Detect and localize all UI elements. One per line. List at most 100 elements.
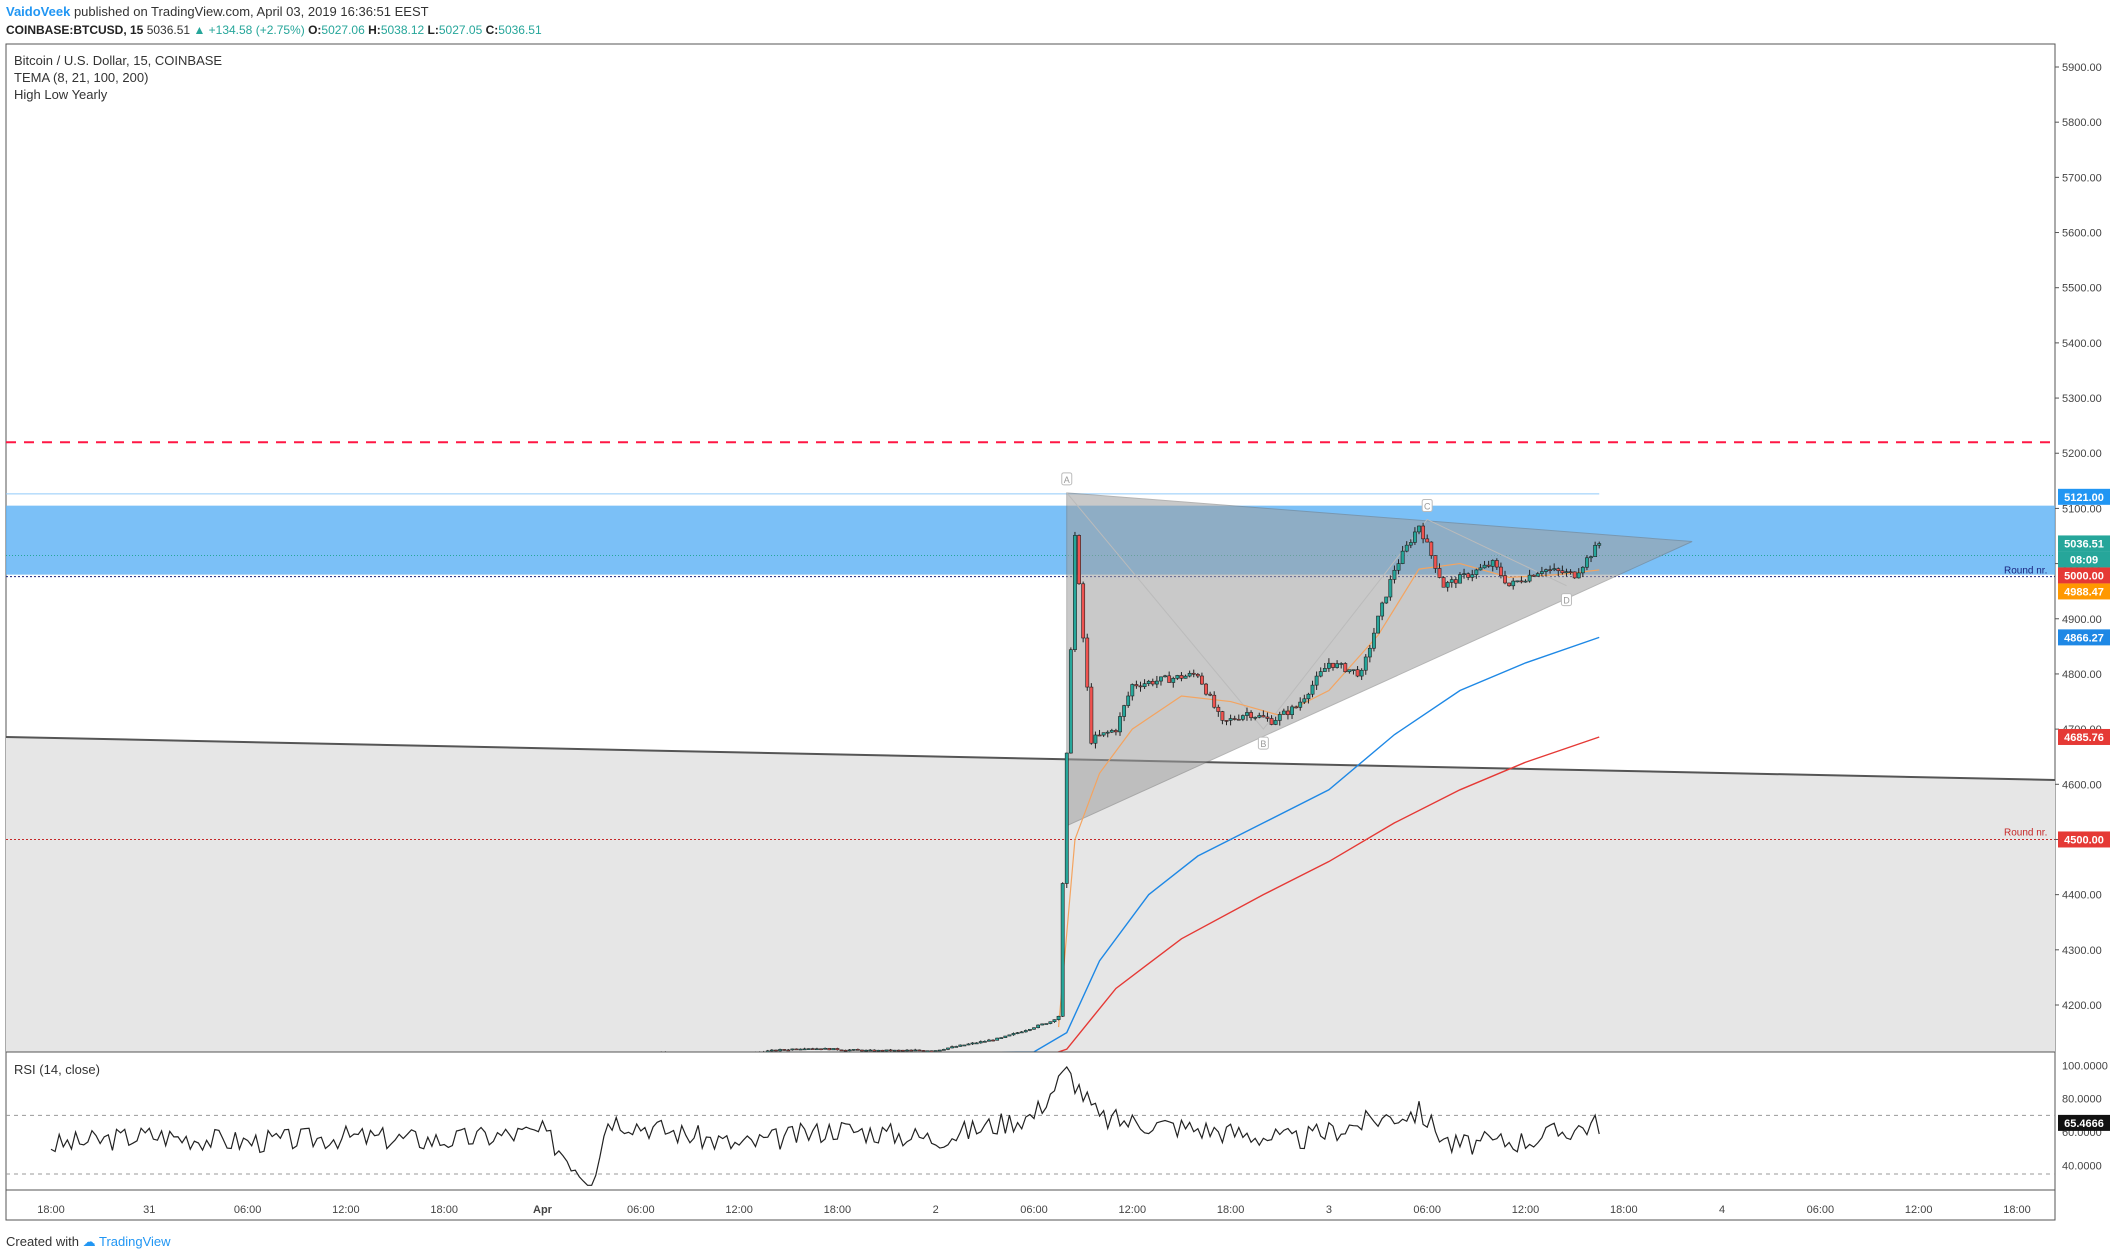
- series-line-tema-200: [1056, 736, 1600, 1052]
- high-label: H:: [368, 23, 381, 37]
- candle: [549, 1054, 552, 1056]
- candle: [790, 1048, 795, 1051]
- candle-body: [1187, 672, 1192, 677]
- candle-body: [651, 1053, 654, 1054]
- candle-body: [937, 1049, 942, 1052]
- candle-body: [672, 1053, 675, 1054]
- rsi-current-badge: 65.4666: [2058, 1114, 2110, 1131]
- candle-body: [1109, 730, 1114, 733]
- candle-body: [1064, 752, 1069, 884]
- candle-body: [656, 1053, 659, 1054]
- candle-body: [647, 1054, 650, 1055]
- candle-body: [995, 1037, 1000, 1041]
- candle: [1474, 568, 1479, 579]
- candle-body: [1478, 567, 1483, 571]
- chart-legend: Bitcoin / U.S. Dollar, 15, COINBASE TEMA…: [14, 52, 222, 103]
- candle: [1527, 569, 1532, 583]
- price-tick-label: 5400.00: [2062, 338, 2102, 350]
- candle: [872, 1049, 877, 1052]
- candle: [1273, 716, 1278, 726]
- candle-body: [365, 1054, 368, 1055]
- candle: [1146, 679, 1151, 687]
- candle-body: [312, 1054, 315, 1055]
- candle-body: [810, 1048, 815, 1050]
- candle-body: [205, 1055, 208, 1056]
- candle-body: [954, 1046, 959, 1048]
- candle-body: [504, 1054, 507, 1055]
- candle: [287, 1053, 290, 1055]
- candle-body: [344, 1054, 347, 1055]
- candle-body: [377, 1054, 380, 1055]
- candle-body: [815, 1048, 819, 1051]
- candle-body: [238, 1053, 241, 1054]
- candle-body: [962, 1044, 967, 1047]
- candle-body: [479, 1053, 482, 1054]
- candle-body: [1417, 525, 1421, 533]
- candle-body: [414, 1053, 417, 1054]
- candle-body: [1372, 632, 1376, 649]
- candle: [1429, 541, 1434, 559]
- pattern-point-B: B: [1260, 739, 1266, 749]
- candle-body: [1499, 566, 1503, 576]
- candle: [970, 1042, 975, 1045]
- pattern-point-A: A: [1064, 475, 1070, 485]
- rsi-legend: RSI (14, close): [14, 1062, 100, 1077]
- candle: [1101, 732, 1106, 737]
- time-tick-label: 18:00: [37, 1204, 65, 1216]
- candle-body: [1466, 573, 1471, 578]
- candle: [209, 1054, 212, 1056]
- candle-body: [1310, 684, 1315, 695]
- candle: [1372, 627, 1376, 652]
- candle: [1195, 672, 1200, 679]
- candle-body: [406, 1054, 409, 1055]
- candle-body: [1286, 710, 1290, 716]
- candle-body: [1068, 649, 1073, 754]
- candle-body: [1380, 602, 1385, 617]
- candle: [295, 1053, 298, 1055]
- candle: [1556, 567, 1561, 577]
- candle: [262, 1053, 265, 1055]
- candle-body: [978, 1041, 983, 1044]
- candle: [987, 1038, 991, 1042]
- price-badge: 5036.51: [2058, 535, 2110, 552]
- candle-body: [570, 1054, 573, 1055]
- candle-body: [1408, 542, 1413, 546]
- candle-body: [320, 1054, 323, 1055]
- author-link[interactable]: VaidoVeek: [6, 4, 71, 19]
- candle-body: [402, 1054, 405, 1055]
- footer-brand[interactable]: TradingView: [99, 1234, 171, 1249]
- candle: [1347, 669, 1352, 674]
- time-tick-label: 06:00: [627, 1204, 655, 1216]
- candle: [516, 1053, 519, 1054]
- candle-body: [1511, 580, 1516, 587]
- price-badge-bg: [2058, 831, 2110, 848]
- candle-body: [1220, 711, 1225, 721]
- candle-body: [385, 1054, 388, 1055]
- candle: [1597, 541, 1602, 549]
- candle-body: [1413, 531, 1417, 543]
- candle-body: [594, 1054, 597, 1055]
- candle: [1114, 728, 1118, 736]
- candle-body: [1281, 710, 1286, 715]
- candle-body: [1159, 676, 1163, 682]
- candle-body: [549, 1054, 552, 1055]
- abcd-path: [1066, 492, 1567, 730]
- candle: [1548, 565, 1552, 574]
- candle-body: [950, 1046, 954, 1049]
- price-tick-label: 5200.00: [2062, 448, 2102, 460]
- candle: [1531, 574, 1536, 577]
- candle-body: [819, 1048, 823, 1051]
- candle-body: [1007, 1034, 1012, 1037]
- candle-body: [1097, 734, 1102, 737]
- candle: [1073, 531, 1077, 653]
- candle-body: [1445, 582, 1450, 588]
- descending-trendline: [6, 736, 2055, 781]
- candle: [1523, 579, 1528, 583]
- candle-body: [422, 1053, 425, 1054]
- price-tick-label: 5600.00: [2062, 228, 2102, 240]
- candle: [553, 1053, 556, 1056]
- candle: [1552, 563, 1557, 572]
- candle-body: [598, 1053, 601, 1054]
- price-badge: 4866.27: [2058, 629, 2110, 646]
